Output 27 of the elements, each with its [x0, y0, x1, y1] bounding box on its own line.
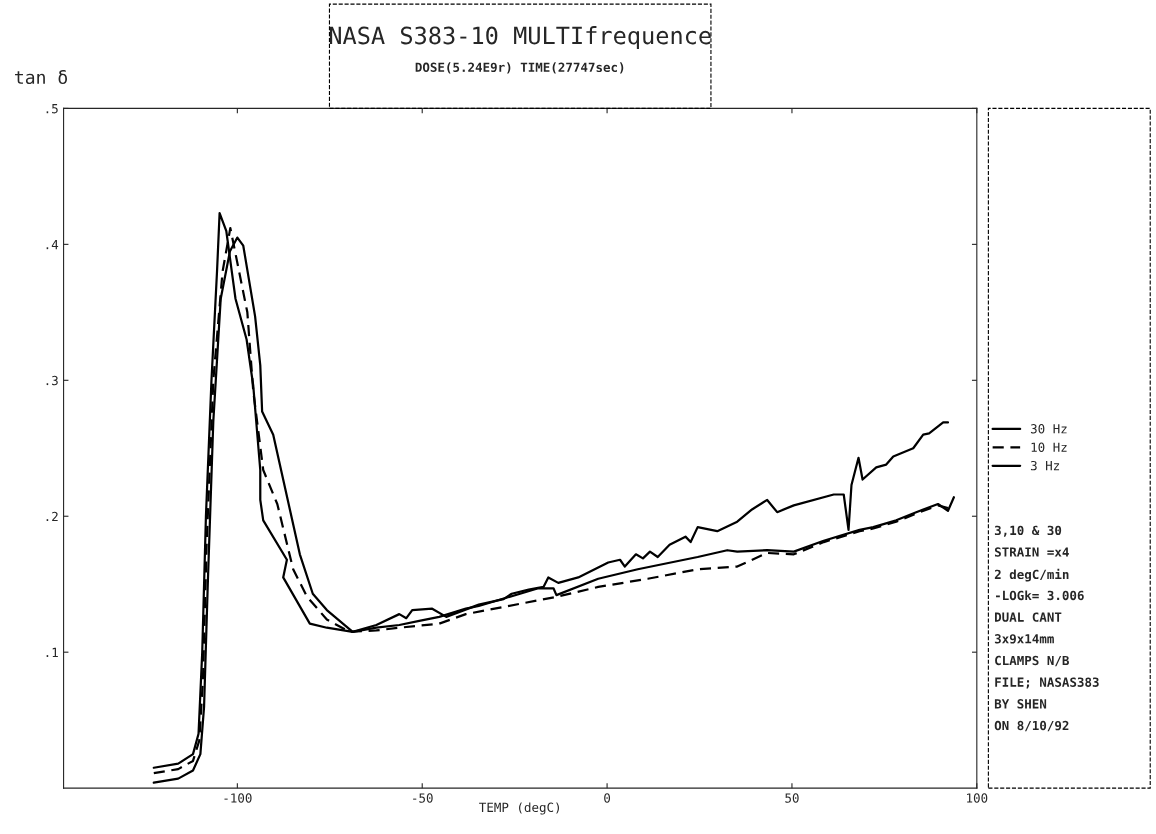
y-tick-label: .2	[46, 511, 58, 522]
text: 3,10 & 30	[994, 525, 1062, 537]
text: FILE; NASAS383	[995, 677, 1099, 689]
text: ON 8/10/92	[994, 720, 1069, 732]
text: STRAIN =x4	[994, 547, 1069, 557]
y-tick-label: .3	[46, 375, 58, 386]
y-tick-label: .1	[46, 647, 58, 657]
chart-subtitle: DOSE(5.24E9r) TIME(27747sec)	[415, 62, 624, 74]
text: -LOGk= 3.006	[996, 590, 1084, 601]
x-tick-label: -50	[413, 793, 433, 803]
y-tick-label: .5	[46, 104, 58, 114]
x-axis-title: TEMP (degC)	[479, 802, 559, 815]
text: DUAL CANT	[995, 612, 1062, 622]
x-tick-label: 50	[785, 793, 799, 803]
x-tick-label: 100	[967, 793, 988, 803]
y-tick-label: .4	[46, 240, 59, 250]
legend-label: 3 Hz	[1030, 460, 1060, 471]
legend-label: 30 Hz	[1030, 424, 1067, 434]
text: 3x9x14mm	[994, 634, 1054, 644]
x-tick-label: -100	[224, 793, 252, 803]
text: BY SHEN	[994, 699, 1047, 709]
x-tick-label: 0	[604, 793, 611, 803]
text: CLAMPS N/B	[995, 655, 1069, 667]
y-axis-title: tan δ	[15, 69, 68, 85]
chart-title: NASA S383-10 MULTIfrequence	[329, 26, 711, 50]
legend-label: 10 Hz	[1031, 442, 1067, 452]
text: 2 degC/min	[994, 568, 1069, 582]
